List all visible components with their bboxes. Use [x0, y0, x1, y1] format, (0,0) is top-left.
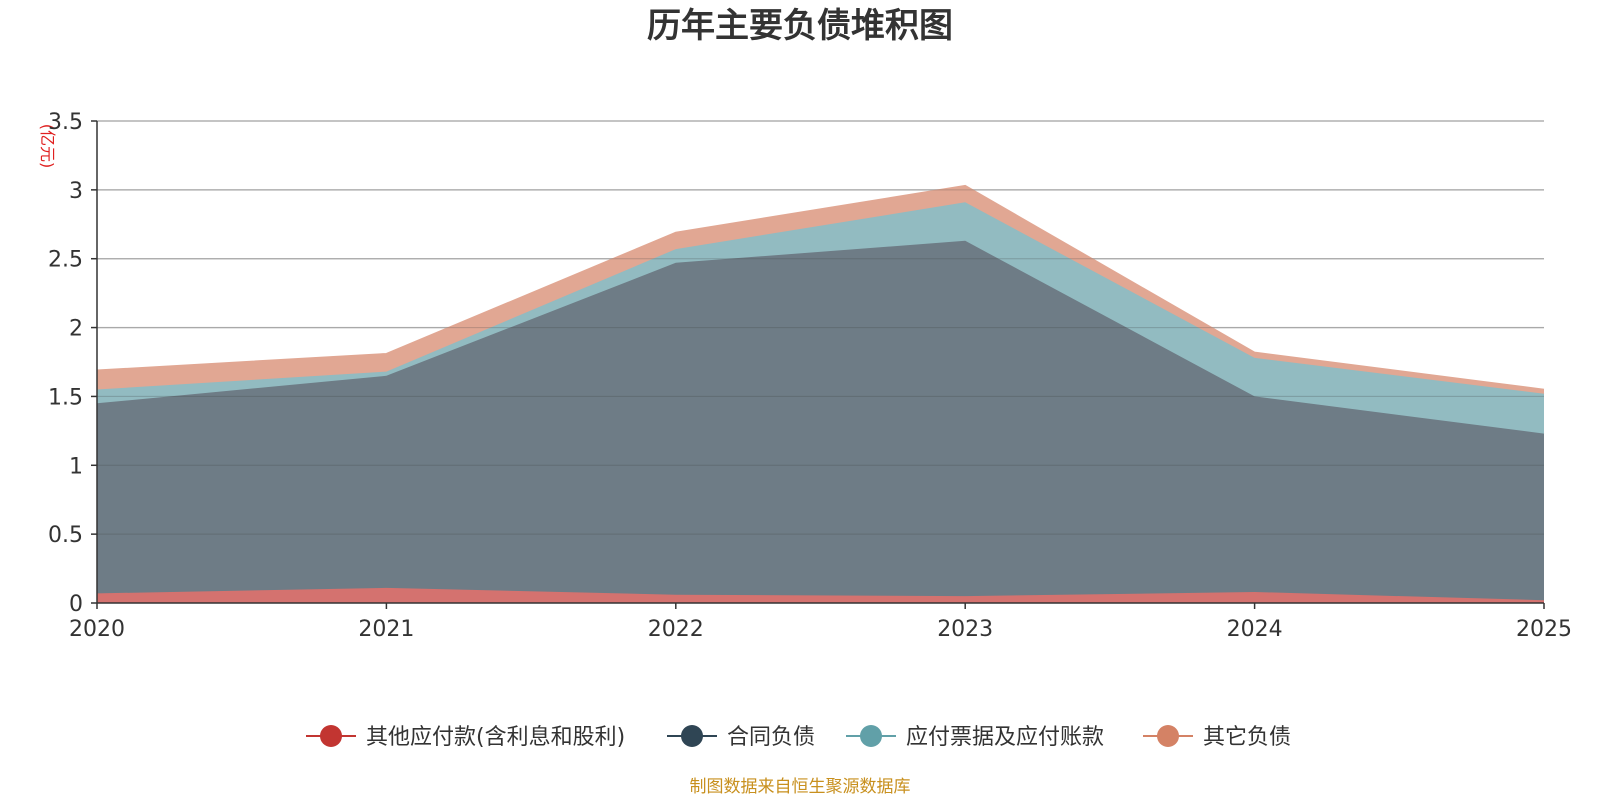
x-tick-label-3: 2023 [937, 617, 993, 642]
y-axis-unit-label: (亿元) [38, 124, 57, 169]
legend[interactable]: 其他应付款(含利息和股利) 合同负债 应付票据及应付账款 其它负债 [306, 725, 1291, 750]
y-tick-label-5: 2.5 [48, 248, 83, 273]
x-tick-label-4: 2024 [1227, 617, 1283, 642]
area-series-layer [96, 120, 1545, 603]
area-series-2 [97, 202, 1544, 434]
legend-label-0: 其他应付款(含利息和股利) [366, 725, 625, 750]
data-source-note: 制图数据来自恒生聚源数据库 [690, 777, 911, 797]
axes: 0 0.5 1 1.5 2 2.5 3 3.5 2020 2021 2022 2023 2024 2025 [48, 110, 1572, 642]
legend-marker-3 [1157, 725, 1179, 747]
legend-marker-2 [860, 725, 882, 747]
legend-label-1: 合同负债 [727, 725, 815, 750]
y-tick-label-6: 3 [69, 179, 83, 204]
y-tick-label-0: 0 [69, 592, 83, 617]
x-tick-label-5: 2025 [1516, 617, 1572, 642]
y-tick-label-1: 0.5 [48, 523, 83, 548]
area-series-1-edge [96, 240, 1545, 435]
chart-title: 历年主要负债堆积图 [647, 6, 953, 46]
legend-item-1[interactable]: 合同负债 [667, 725, 815, 750]
legend-marker-1 [681, 725, 703, 747]
area-series-1 [97, 240, 1544, 601]
legend-item-0[interactable]: 其他应付款(含利息和股利) [306, 725, 625, 750]
area-series-3-edge [96, 184, 1545, 391]
y-tick-label-4: 2 [69, 317, 83, 342]
legend-item-2[interactable]: 应付票据及应付账款 [846, 725, 1104, 750]
legend-label-2: 应付票据及应付账款 [906, 725, 1104, 750]
legend-item-3[interactable]: 其它负债 [1143, 725, 1291, 750]
x-tick-label-0: 2020 [69, 617, 125, 642]
x-tick-label-1: 2021 [358, 617, 414, 642]
area-series-3 [97, 185, 1544, 394]
y-tick-label-3: 1.5 [48, 385, 83, 410]
x-tick-label-2: 2022 [648, 617, 704, 642]
legend-label-3: 其它负债 [1203, 725, 1291, 750]
legend-marker-0 [320, 725, 342, 747]
y-tick-label-7: 3.5 [48, 110, 83, 135]
y-tick-label-2: 1 [69, 454, 83, 479]
